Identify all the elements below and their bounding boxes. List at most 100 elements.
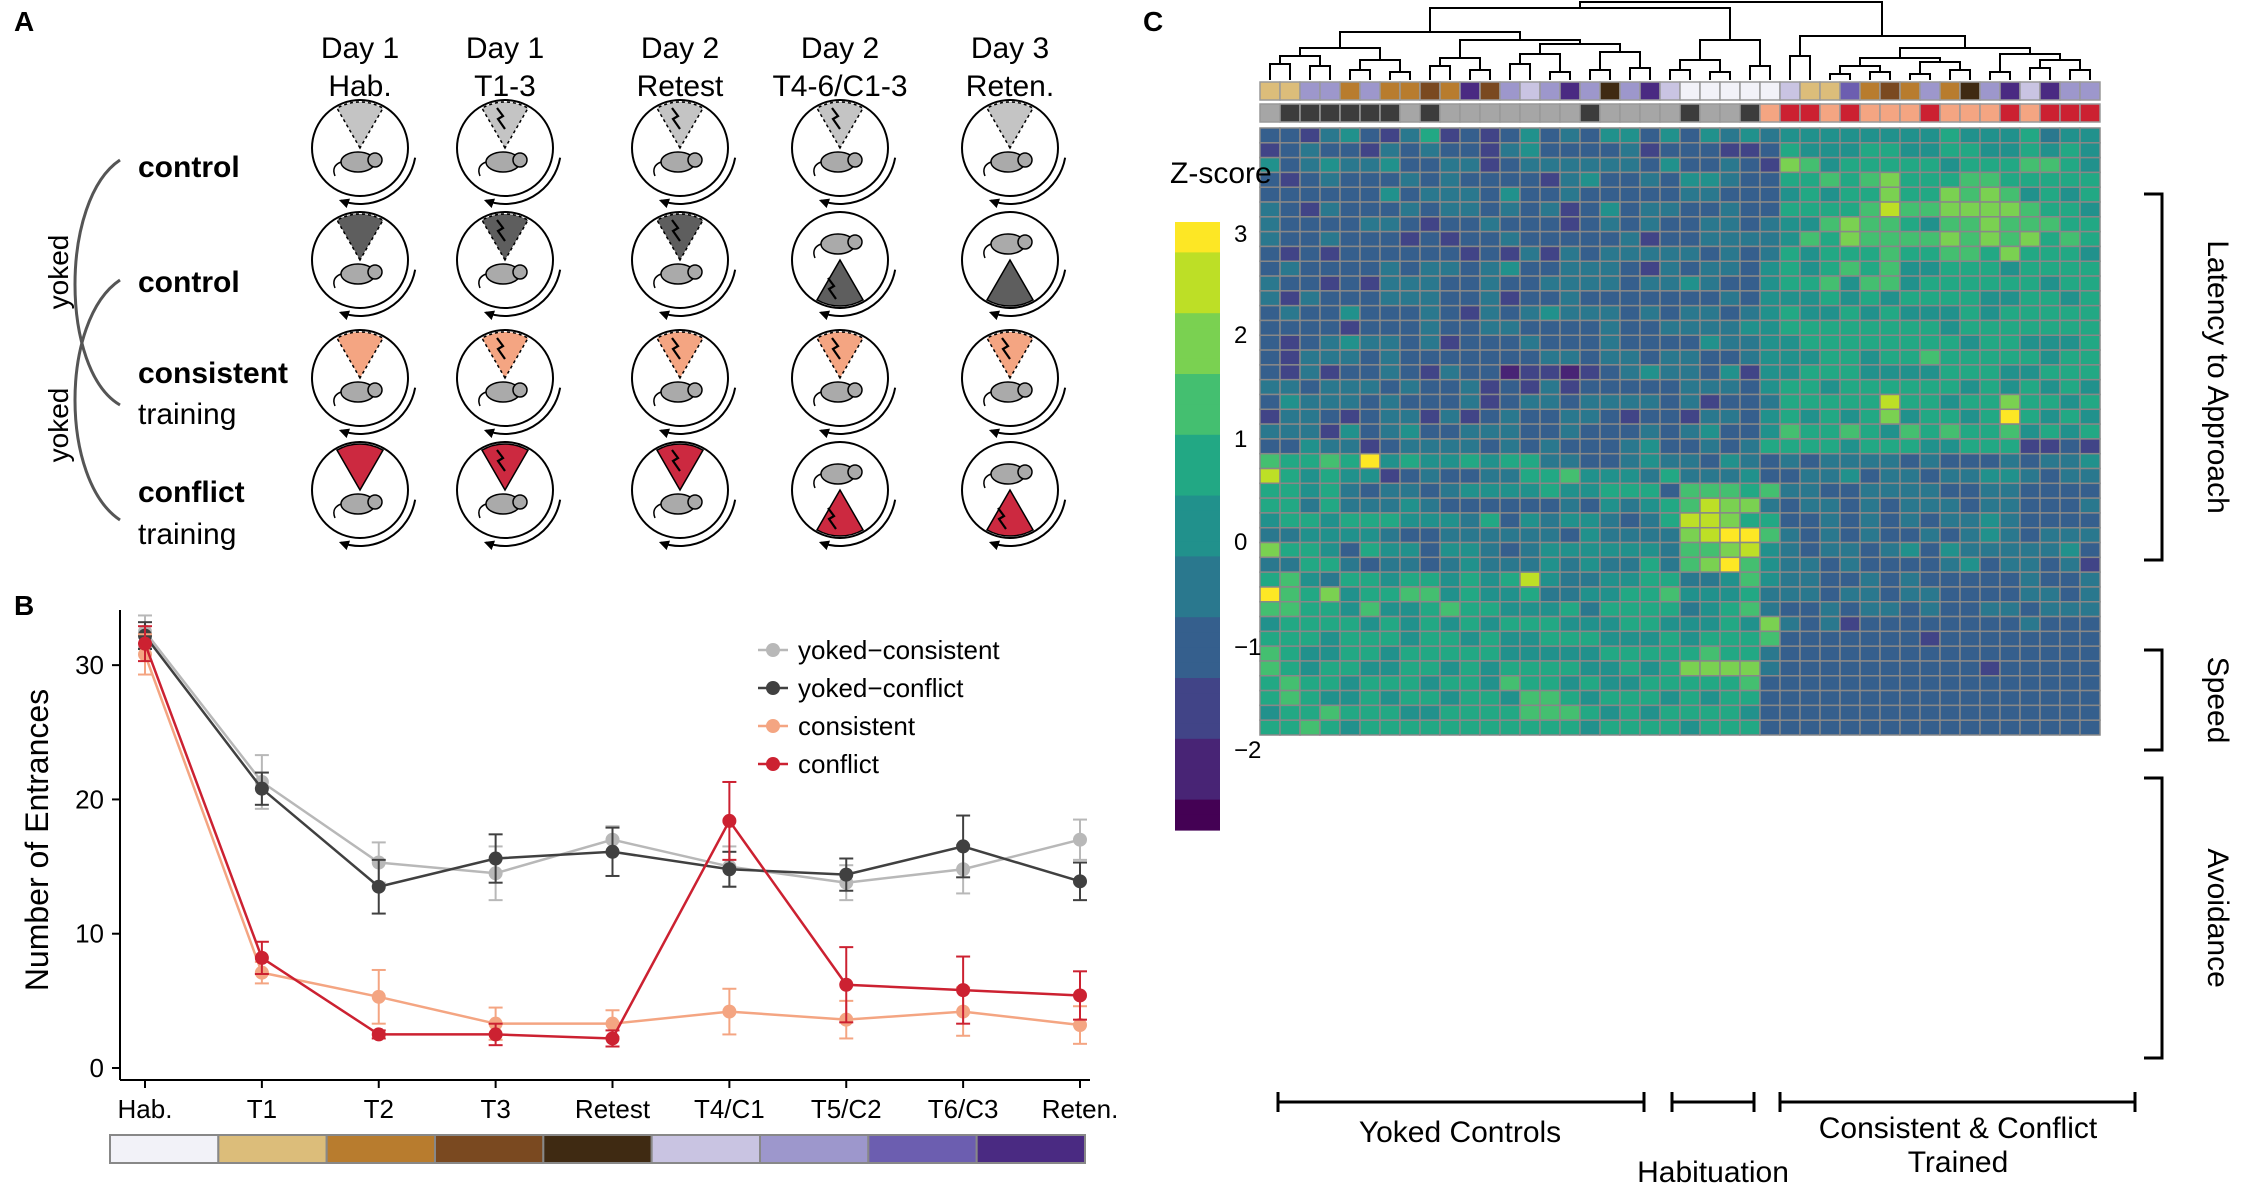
heatmap-cell — [1699, 408, 1721, 425]
heatmap-cell — [1599, 349, 1621, 366]
colorbar-segment — [1175, 298, 1220, 314]
condition-swatch — [434, 1134, 545, 1164]
heatmap-cell — [1779, 290, 1801, 307]
heatmap-cell — [1459, 586, 1481, 603]
heatmap-cell — [1419, 201, 1441, 218]
heatmap-cell — [1959, 156, 1981, 174]
heatmap-cell — [1919, 127, 1941, 144]
heatmap-cell — [1739, 704, 1761, 721]
heatmap-cell — [1999, 201, 2021, 218]
group-swatch — [1639, 103, 1661, 123]
heatmap-cell — [1919, 586, 1941, 603]
heatmap-cell — [1859, 275, 1881, 292]
heatmap-cell — [1819, 438, 1841, 455]
heatmap-cell — [1759, 704, 1781, 721]
heatmap-cell — [1659, 423, 1681, 440]
heatmap-cell — [1779, 601, 1801, 618]
heatmap-cell — [1479, 378, 1501, 396]
heatmap-cell — [1779, 571, 1801, 588]
heatmap-cell — [1839, 630, 1861, 647]
heatmap-cell — [1759, 230, 1781, 248]
dendrogram-branch — [1429, 7, 1731, 40]
shock-zone — [480, 443, 530, 492]
heatmap-cell — [1259, 719, 1281, 736]
heatmap-cell — [1839, 260, 1861, 277]
heatmap-cell — [2079, 571, 2101, 588]
heatmap-cell — [1939, 497, 1961, 514]
heatmap-cell — [1599, 201, 1621, 218]
heatmap-cell — [2059, 571, 2081, 588]
heatmap-cell — [1399, 127, 1421, 144]
heatmap-cell — [1939, 660, 1961, 677]
heatmap-cell — [1599, 497, 1621, 514]
heatmap-cell — [1799, 127, 1821, 144]
heatmap-cell — [1659, 630, 1681, 647]
heatmap-cell — [1339, 497, 1361, 514]
heatmap-cell — [1639, 601, 1661, 618]
heatmap-cell — [1639, 304, 1661, 322]
heatmap-cell — [1679, 364, 1701, 381]
heatmap-cell — [1859, 615, 1881, 633]
heatmap-cell — [1279, 334, 1301, 351]
heatmap-cell — [1839, 304, 1861, 322]
arena — [456, 329, 562, 439]
heatmap-cell — [1519, 378, 1541, 396]
colorbar-segment — [1175, 784, 1220, 801]
dendrogram-branch — [1349, 69, 1371, 80]
heatmap-cell — [1599, 127, 1621, 144]
yoked-label: yoked — [43, 235, 74, 310]
heatmap-cell — [1659, 704, 1681, 721]
heatmap-cell — [1439, 408, 1461, 425]
condition-swatch — [759, 1134, 870, 1164]
heatmap-cell — [1819, 275, 1841, 292]
heatmap-cell — [1459, 245, 1481, 262]
heatmap-cell — [1559, 689, 1581, 707]
heatmap-cell — [1959, 645, 1981, 662]
heatmap-cell — [2079, 512, 2101, 529]
heatmap-cell — [2079, 526, 2101, 544]
shock-bolt-icon — [997, 507, 1007, 530]
colorbar-segment — [1175, 738, 1220, 755]
heatmap-cell — [1319, 571, 1341, 588]
heatmap-cell — [1459, 719, 1481, 736]
heatmap-cell — [1739, 304, 1761, 322]
heatmap-cell — [1919, 245, 1941, 262]
heatmap-cell — [1599, 378, 1621, 396]
heatmap-cells — [1259, 127, 2101, 736]
heatmap-cell — [1659, 438, 1681, 455]
heatmap-cell — [1359, 645, 1381, 662]
heatmap-cell — [1519, 467, 1541, 485]
heatmap-cell — [1559, 645, 1581, 662]
heatmap-cell — [2019, 393, 2041, 411]
heatmap-cell — [1899, 216, 1921, 233]
mouse-tail-icon — [333, 273, 342, 289]
condition-swatch — [1419, 81, 1441, 101]
heatmap-cell — [1339, 378, 1361, 396]
heatmap-cell — [1319, 645, 1341, 662]
heatmap-cell — [1799, 364, 1821, 381]
group-swatch — [1719, 103, 1741, 123]
heatmap-cell — [1639, 689, 1661, 707]
mouse-tail-icon — [813, 161, 822, 177]
heatmap-cell — [1259, 438, 1281, 455]
heatmap-cell — [1299, 704, 1321, 721]
heatmap-cell — [1679, 571, 1701, 588]
heatmap-cell — [1619, 615, 1641, 633]
heatmap-cell — [1359, 378, 1381, 396]
heatmap-cell — [1379, 393, 1401, 411]
heatmap-cell — [1819, 186, 1841, 203]
heatmap-cell — [1439, 260, 1461, 277]
heatmap-cell — [1879, 423, 1901, 440]
heatmap-cell — [1739, 719, 1761, 736]
heatmap-cell — [1699, 689, 1721, 707]
rotation-arrow-icon — [338, 157, 417, 209]
heatmap-cell — [1539, 230, 1561, 248]
heatmap-cell — [1679, 497, 1701, 514]
heatmap-cell — [1399, 645, 1421, 662]
heatmap-cell — [1979, 142, 2001, 159]
heatmap-cell — [1559, 142, 1581, 159]
heatmap-cell — [1659, 408, 1681, 425]
heatmap-cell — [1879, 571, 1901, 588]
heatmap-cell — [1819, 497, 1841, 514]
heatmap-cell — [1599, 675, 1621, 692]
